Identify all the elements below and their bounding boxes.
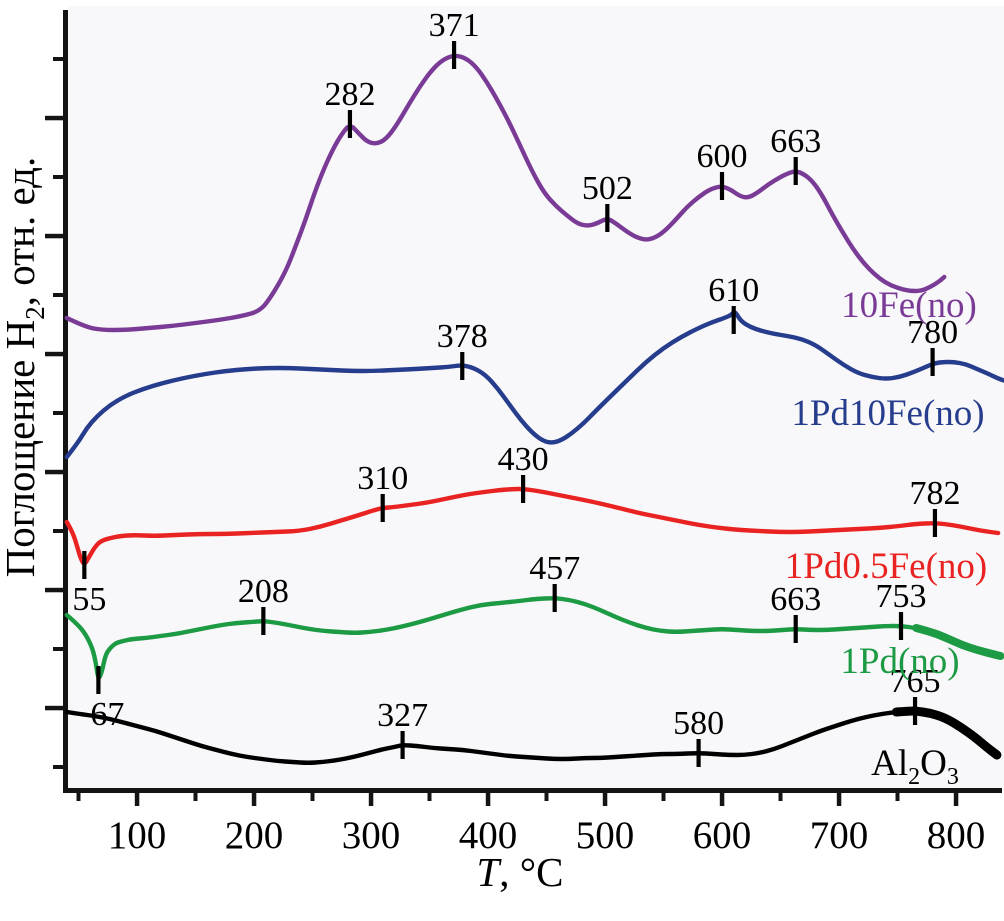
peak-label-al2o3-580: 580 (673, 705, 724, 742)
x-axis-tick-label-200: 200 (225, 814, 284, 857)
x-axis-minor-tick-750 (895, 793, 900, 801)
x-axis-tick-label-100: 100 (108, 814, 167, 857)
x-axis-major-tick-200 (251, 793, 257, 806)
peak-label-al2o3-765: 765 (890, 663, 941, 700)
x-axis-tick-label-800: 800 (927, 814, 986, 857)
series-label-1pd10fe-no: 1Pd10Fe(no) (791, 393, 984, 434)
peak-label-10fe-no-282: 282 (324, 76, 375, 113)
y-axis-spine (63, 10, 68, 793)
y-axis-minor-tick (53, 57, 64, 61)
x-axis-tick-label-300: 300 (342, 814, 401, 857)
x-axis-tick-label-700: 700 (810, 814, 869, 857)
peak-label-10fe-no-371: 371 (429, 7, 480, 44)
y-axis-minor-tick (53, 411, 64, 415)
x-axis-major-tick-500 (602, 793, 608, 806)
peak-label-10fe-no-663: 663 (770, 123, 821, 160)
y-axis-minor-tick (53, 647, 64, 651)
x-axis-major-tick-100 (134, 793, 140, 806)
y-axis-major-tick (45, 233, 64, 239)
peak-label-1pd-no-663: 663 (770, 581, 821, 618)
x-axis-spine (63, 788, 1002, 793)
peak-label-1pd0-5fe-no-782: 782 (909, 475, 960, 512)
peak-label-1pd10fe-no-780: 780 (907, 314, 958, 351)
x-axis-minor-tick-250 (310, 793, 315, 801)
series-label-10fe-no: 10Fe(no) (841, 285, 977, 326)
peak-label-10fe-no-502: 502 (582, 170, 633, 207)
peak-label-1pd-no-67: 67 (90, 696, 124, 733)
curve-1pd10fe-no (64, 310, 1004, 460)
x-axis-tick-label-400: 400 (459, 814, 518, 857)
series-label-1pd0-5fe-no: 1Pd0.5Fe(no) (785, 546, 987, 587)
x-axis-tick-label-600: 600 (693, 814, 752, 857)
x-axis-major-tick-700 (836, 793, 842, 806)
curve-1pd0-5fe-no (64, 486, 1001, 566)
y-axis-major-tick (45, 115, 64, 121)
y-axis-minor-tick (53, 293, 64, 297)
peak-label-10fe-no-600: 600 (697, 138, 748, 175)
x-axis-minor-tick-350 (427, 793, 432, 801)
y-axis-major-tick (45, 587, 64, 593)
x-axis-major-tick-800 (953, 793, 959, 806)
x-axis-minor-tick-50 (76, 793, 81, 801)
plot-area (68, 6, 1004, 788)
curve-1pd-no (64, 596, 1003, 680)
x-axis-minor-tick-150 (193, 793, 198, 801)
curve-10fe-no (64, 53, 947, 333)
peak-label-1pd-no-208: 208 (238, 573, 289, 610)
peak-label-1pd0-5fe-no-55: 55 (72, 581, 106, 618)
peak-label-1pd-no-753: 753 (876, 578, 927, 615)
x-axis-minor-tick-650 (778, 793, 783, 801)
y-axis-minor-tick (53, 765, 64, 769)
y-axis-major-tick (45, 351, 64, 357)
peak-label-al2o3-327: 327 (377, 697, 428, 734)
y-axis-title: Поглощение H2, отн. ед. (0, 157, 50, 578)
peak-label-1pd0-5fe-no-430: 430 (498, 441, 549, 478)
x-axis-title: T, °C (476, 849, 563, 895)
curve-tail-1pd-no (912, 624, 1004, 660)
peak-label-1pd-no-457: 457 (529, 550, 580, 587)
series-label-al2o3: Al2O3 (871, 743, 959, 790)
y-axis-major-tick (45, 469, 64, 475)
x-axis-major-tick-400 (485, 793, 491, 806)
y-axis-minor-tick (53, 175, 64, 179)
x-axis-major-tick-300 (368, 793, 374, 806)
x-axis-minor-tick-450 (544, 793, 549, 801)
x-axis-major-tick-600 (719, 793, 725, 806)
x-axis-tick-label-500: 500 (576, 814, 635, 857)
peak-label-1pd0-5fe-no-310: 310 (357, 460, 408, 497)
x-axis-minor-tick-550 (661, 793, 666, 801)
peak-label-1pd10fe-no-610: 610 (708, 272, 759, 309)
series-label-1pd-no: 1Pd(no) (840, 641, 959, 682)
y-axis-major-tick (45, 705, 64, 711)
peak-label-1pd10fe-no-378: 378 (437, 318, 488, 355)
y-axis-minor-tick (53, 529, 64, 533)
curve-al2o3 (64, 708, 1000, 765)
